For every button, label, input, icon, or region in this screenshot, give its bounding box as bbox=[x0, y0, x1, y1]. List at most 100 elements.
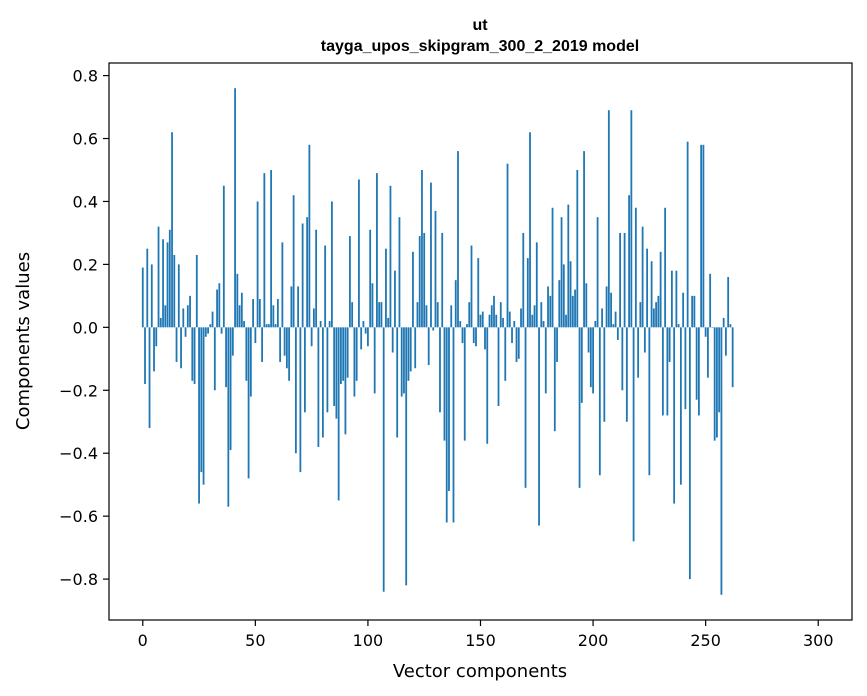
bar-92 bbox=[349, 236, 351, 328]
bar-261 bbox=[729, 324, 732, 328]
bar-117 bbox=[405, 327, 408, 586]
bar-46 bbox=[245, 327, 248, 381]
y-tick-label-5: 0.2 bbox=[73, 255, 98, 274]
x-tick-label-50: 50 bbox=[245, 631, 265, 650]
bar-175 bbox=[535, 242, 538, 328]
bar-124 bbox=[421, 169, 423, 328]
bar-211 bbox=[616, 327, 619, 340]
bar-7 bbox=[157, 226, 160, 328]
x-axis-label: Vector components bbox=[393, 661, 567, 682]
bar-76 bbox=[312, 308, 315, 328]
bar-79 bbox=[319, 321, 322, 328]
bar-235 bbox=[670, 270, 673, 328]
bar-130 bbox=[434, 210, 437, 328]
bar-165 bbox=[513, 321, 516, 328]
bar-192 bbox=[574, 289, 576, 328]
bar-141 bbox=[459, 321, 462, 328]
bar-114 bbox=[398, 217, 401, 328]
bar-210 bbox=[614, 311, 617, 328]
bar-128 bbox=[430, 182, 432, 328]
bar-55 bbox=[265, 324, 268, 328]
bar-232 bbox=[664, 207, 667, 328]
bar-119 bbox=[409, 327, 412, 372]
bar-188 bbox=[565, 314, 567, 328]
bar-178 bbox=[542, 321, 545, 328]
bar-207 bbox=[607, 110, 610, 328]
bar-25 bbox=[198, 327, 200, 504]
bar-33 bbox=[216, 289, 218, 328]
bar-166 bbox=[515, 327, 518, 362]
bar-12 bbox=[168, 229, 171, 328]
bar-10 bbox=[164, 305, 167, 328]
bar-221 bbox=[639, 302, 642, 328]
bar-71 bbox=[301, 223, 304, 328]
bar-247 bbox=[698, 327, 700, 416]
bar-203 bbox=[598, 327, 601, 476]
bar-54 bbox=[263, 173, 266, 328]
bar-30 bbox=[209, 324, 212, 328]
bar-167 bbox=[517, 327, 520, 359]
bar-186 bbox=[560, 217, 563, 328]
bar-99 bbox=[364, 327, 367, 334]
bar-42 bbox=[236, 273, 239, 328]
bar-246 bbox=[695, 327, 698, 400]
y-tick-label-0: −0.8 bbox=[59, 570, 98, 589]
bar-180 bbox=[547, 286, 549, 328]
bar-164 bbox=[511, 327, 513, 344]
bars-group bbox=[141, 88, 734, 595]
bar-9 bbox=[162, 239, 164, 328]
bar-241 bbox=[684, 327, 687, 410]
bar-182 bbox=[551, 207, 554, 328]
bar-257 bbox=[720, 327, 723, 595]
bar-69 bbox=[297, 286, 300, 328]
bar-223 bbox=[643, 327, 646, 353]
bar-239 bbox=[679, 327, 682, 485]
bar-189 bbox=[567, 204, 570, 328]
bar-23 bbox=[193, 327, 196, 384]
y-axis-ticks: −0.8 −0.6 −0.4 −0.2 0.0 0.2 0.4 0.6 0.8 bbox=[59, 67, 109, 589]
bar-191 bbox=[571, 295, 574, 328]
bar-234 bbox=[668, 327, 671, 362]
bar-181 bbox=[549, 295, 552, 328]
bar-204 bbox=[601, 308, 603, 328]
bar-249 bbox=[702, 144, 705, 328]
bar-173 bbox=[531, 314, 534, 328]
bar-231 bbox=[661, 327, 664, 416]
bar-40 bbox=[231, 327, 234, 356]
bar-32 bbox=[213, 327, 216, 391]
bar-158 bbox=[497, 327, 500, 407]
bar-106 bbox=[380, 302, 383, 328]
bar-34 bbox=[218, 283, 221, 328]
bar-206 bbox=[605, 286, 608, 328]
bar-110 bbox=[389, 185, 392, 328]
bar-4 bbox=[150, 264, 153, 328]
bar-162 bbox=[506, 163, 509, 328]
bar-200 bbox=[592, 327, 594, 394]
bar-132 bbox=[439, 327, 441, 413]
x-tick-label-300: 300 bbox=[803, 631, 834, 650]
bar-65 bbox=[288, 327, 291, 381]
bar-137 bbox=[450, 305, 453, 328]
bar-120 bbox=[412, 251, 414, 328]
bar-8 bbox=[159, 317, 162, 328]
bar-184 bbox=[556, 327, 558, 362]
bar-52 bbox=[258, 299, 261, 328]
bar-251 bbox=[707, 327, 709, 378]
y-tick-label-1: −0.6 bbox=[59, 507, 98, 526]
bar-238 bbox=[677, 324, 680, 328]
bar-154 bbox=[488, 314, 491, 328]
bar-89 bbox=[342, 327, 345, 381]
bar-19 bbox=[184, 327, 187, 337]
bar-15 bbox=[175, 327, 178, 362]
bar-228 bbox=[655, 302, 658, 328]
bar-176 bbox=[538, 327, 540, 526]
bar-240 bbox=[682, 292, 685, 328]
bar-163 bbox=[508, 311, 511, 328]
bar-75 bbox=[310, 327, 313, 347]
bar-214 bbox=[623, 232, 626, 328]
bar-199 bbox=[589, 327, 592, 388]
y-tick-label-2: −0.4 bbox=[59, 444, 98, 463]
bar-209 bbox=[612, 324, 615, 328]
bar-198 bbox=[587, 327, 590, 353]
bar-98 bbox=[362, 321, 365, 328]
